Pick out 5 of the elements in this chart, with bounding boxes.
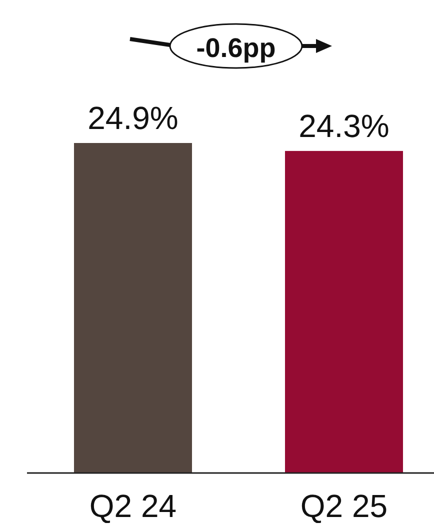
- data-label: 24.3%: [298, 108, 390, 144]
- data-label: 24.9%: [88, 100, 178, 136]
- text: -0.6pp: [196, 33, 276, 63]
- x-tick-label: Q2 25: [300, 488, 388, 524]
- x-tick-label: Q2 24: [89, 488, 177, 524]
